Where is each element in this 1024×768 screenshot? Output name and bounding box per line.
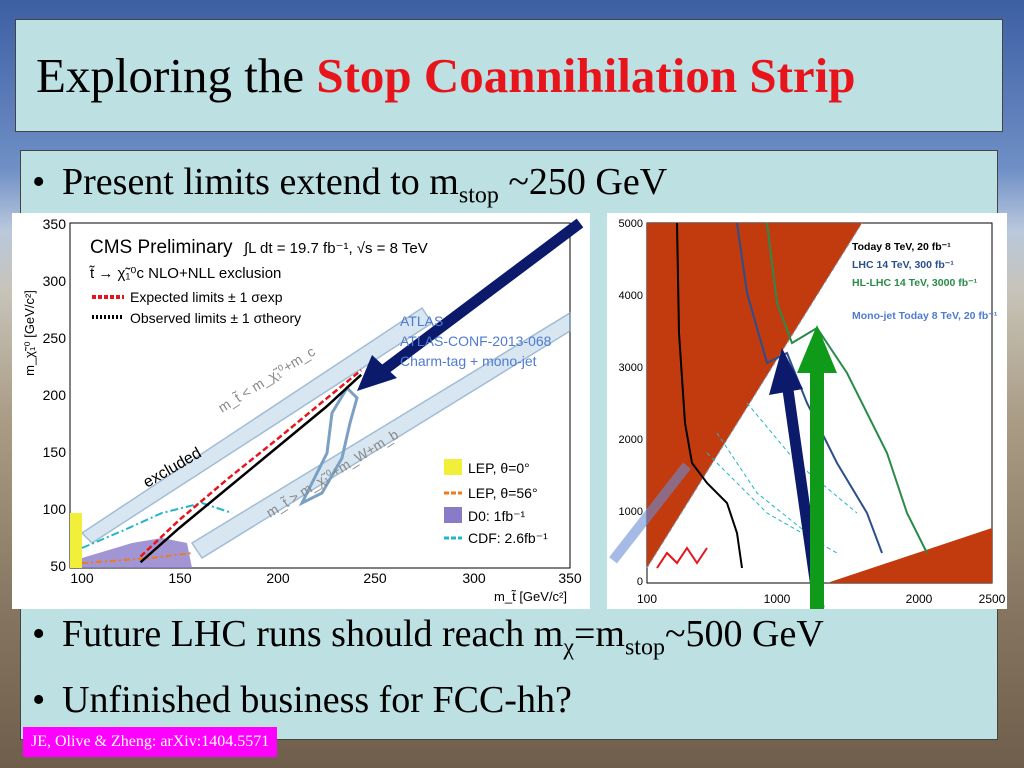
title-box: Exploring the Stop Coannihilation Strip bbox=[15, 19, 1003, 132]
x-tick-300: 300 bbox=[462, 570, 486, 586]
x-axis-label: m_t̃ [GeV/c²] bbox=[494, 589, 567, 604]
y-tick-200: 200 bbox=[43, 387, 67, 403]
y-axis-label: m_χ̃₁⁰ [GeV/c²] bbox=[22, 290, 37, 376]
x-tick-350: 350 bbox=[558, 570, 582, 586]
projection-plot: 5000 4000 3000 2000 1000 0 100 1000 2000… bbox=[607, 213, 1007, 613]
d0-region bbox=[82, 538, 192, 568]
x-tick-150: 150 bbox=[168, 570, 192, 586]
lep-0-region bbox=[70, 513, 82, 568]
x-ticks-2: 100 1000 2000 2500 bbox=[637, 592, 1006, 606]
bullet-2: • Future LHC runs should reach mχ=mstop~5… bbox=[32, 613, 824, 661]
bullet-1: • Present limits extend to mstop ~250 GeV bbox=[32, 161, 668, 209]
legend-hl-lhc: HL-LHC 14 TeV, 3000 fb⁻¹ bbox=[852, 277, 978, 289]
y-tick-350: 350 bbox=[43, 216, 67, 232]
x2-tick-1000: 1000 bbox=[764, 592, 791, 606]
x-ticks: 100 150 200 250 300 350 bbox=[70, 570, 582, 586]
y-ticks-2: 5000 4000 3000 2000 1000 0 bbox=[619, 218, 643, 588]
x-tick-200: 200 bbox=[266, 570, 290, 586]
legend-cdf: CDF: 2.6fb⁻¹ bbox=[468, 530, 548, 546]
x2-tick-2000: 2000 bbox=[906, 592, 933, 606]
y2-tick-0: 0 bbox=[637, 576, 643, 588]
expected-limit-line bbox=[139, 369, 362, 558]
legend-2: Today 8 TeV, 20 fb⁻¹ LHC 14 TeV, 300 fb⁻… bbox=[852, 241, 998, 322]
atlas-label: ATLAS bbox=[400, 313, 443, 329]
citation-label: JE, Olive & Zheng: arXiv:1404.5571 bbox=[23, 727, 278, 757]
legend-lep0: LEP, θ=0° bbox=[468, 460, 530, 476]
x-tick-250: 250 bbox=[363, 570, 387, 586]
atlas-conf-label: ATLAS-CONF-2013-068 bbox=[400, 333, 552, 349]
y-tick-100: 100 bbox=[43, 501, 67, 517]
atlas-contour bbox=[298, 385, 359, 507]
legend-lep56: LEP, θ=56° bbox=[468, 485, 538, 501]
y-tick-250: 250 bbox=[43, 330, 67, 346]
lep-56-curve bbox=[81, 552, 193, 564]
page-title: Exploring the Stop Coannihilation Strip bbox=[36, 48, 856, 103]
legend-lep0-swatch bbox=[444, 459, 462, 475]
mono-jet-band bbox=[609, 462, 691, 564]
y-tick-150: 150 bbox=[43, 444, 67, 460]
lower-boundary-label: m_t̃ > m_χ̃₁⁰+m_W+m_b bbox=[263, 426, 401, 521]
y-tick-50: 50 bbox=[50, 558, 66, 574]
observed-limit-line bbox=[139, 373, 362, 564]
green-arrow-head bbox=[797, 325, 837, 373]
wavy-contours bbox=[656, 546, 708, 569]
blue-arrow-head bbox=[769, 348, 803, 395]
title-accent: Stop Coannihilation Strip bbox=[316, 48, 856, 103]
pointer-arrowhead bbox=[357, 355, 397, 391]
diagonal-boundary bbox=[646, 222, 863, 569]
charm-tag-label: Charm-tag + mono-jet bbox=[400, 353, 537, 369]
chart-title: CMS Preliminary bbox=[90, 237, 233, 258]
x2-tick-100: 100 bbox=[637, 592, 657, 606]
y2-tick-3000: 3000 bbox=[619, 362, 643, 374]
upper-kinematic-band bbox=[80, 306, 434, 544]
legend-observed: Observed limits ± 1 σtheory bbox=[130, 310, 301, 326]
y-tick-300: 300 bbox=[43, 273, 67, 289]
process-text: t̃ → χ̃₁⁰c NLO+NLL exclusion bbox=[88, 265, 281, 282]
y2-tick-2000: 2000 bbox=[619, 434, 643, 446]
y-ticks: 350 300 250 200 150 100 50 bbox=[43, 216, 67, 574]
legend-d0-swatch bbox=[444, 507, 462, 523]
legend-lhc14: LHC 14 TeV, 300 fb⁻¹ bbox=[852, 259, 954, 271]
legend-monojet: Mono-jet Today 8 TeV, 20 fb⁻¹ bbox=[852, 310, 998, 322]
x2-tick-2500: 2500 bbox=[979, 592, 1006, 606]
y2-tick-4000: 4000 bbox=[619, 290, 643, 302]
cms-exclusion-plot: 350 300 250 200 150 100 50 100 150 200 2… bbox=[12, 213, 590, 609]
legend-today: Today 8 TeV, 20 fb⁻¹ bbox=[852, 241, 951, 253]
legend-expected: Expected limits ± 1 σexp bbox=[130, 289, 283, 305]
lumi-text: ∫L dt = 19.7 fb⁻¹, √s = 8 TeV bbox=[243, 240, 428, 257]
today-contour bbox=[676, 222, 743, 569]
cdf-curve bbox=[81, 501, 233, 549]
excluded-region-lower bbox=[827, 528, 992, 583]
y2-tick-5000: 5000 bbox=[619, 218, 643, 230]
y2-tick-1000: 1000 bbox=[619, 506, 643, 518]
legend-d0: D0: 1fb⁻¹ bbox=[468, 508, 526, 524]
lower-kinematic-band bbox=[190, 311, 571, 560]
pointer-arrow bbox=[376, 218, 584, 378]
plot-frame bbox=[69, 222, 571, 569]
x-tick-100: 100 bbox=[70, 570, 94, 586]
bullet-3: • Unfinished business for FCC-hh? bbox=[32, 679, 572, 721]
hl-lhc-contour bbox=[766, 222, 928, 554]
